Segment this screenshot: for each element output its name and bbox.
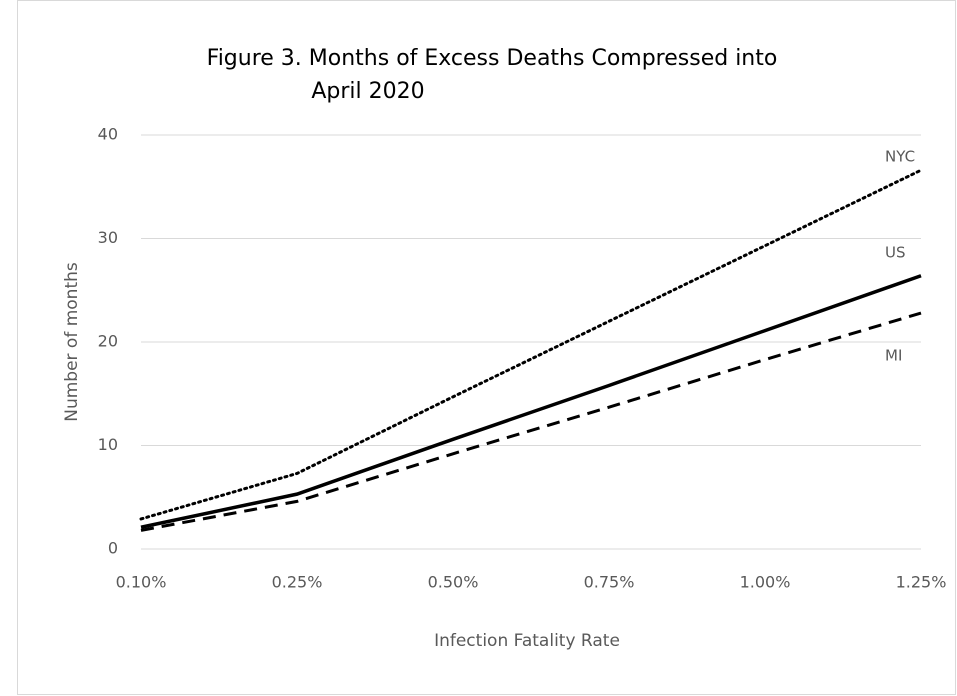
y-tick-label: 40 (98, 125, 118, 144)
chart-border (17, 0, 956, 695)
chart-title: April 2020 (311, 79, 424, 104)
x-tick-label: 1.00% (740, 573, 791, 592)
x-tick-label: 0.75% (584, 573, 635, 592)
y-tick-label: 30 (98, 228, 118, 247)
x-tick-label: 0.50% (428, 573, 479, 592)
y-tick-label: 10 (98, 435, 118, 454)
x-axis-title: Infection Fatality Rate (434, 631, 620, 651)
series-line (140, 311, 922, 532)
series-label: NYC (885, 148, 915, 166)
x-tick-label: 0.25% (272, 573, 323, 592)
x-tick-label: 0.10% (116, 573, 167, 592)
series-label: MI (885, 347, 902, 365)
y-tick-label: 20 (98, 332, 118, 351)
x-tick-label: 1.25% (896, 573, 947, 592)
series-label: US (885, 243, 906, 261)
y-tick-label: 0 (108, 539, 118, 558)
series-line (140, 274, 922, 529)
chart-title: Figure 3. Months of Excess Deaths Compre… (207, 46, 778, 71)
y-axis-title: Number of months (62, 262, 82, 422)
series-line (139, 168, 923, 521)
